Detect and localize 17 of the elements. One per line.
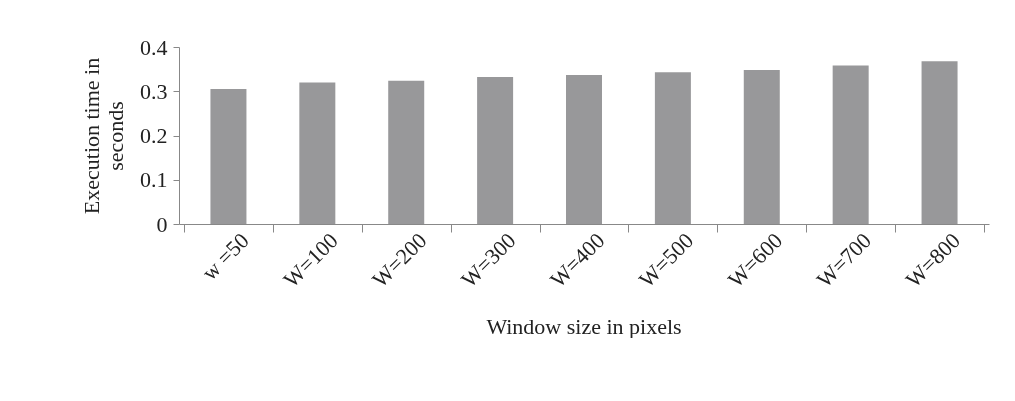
y-axis-title: Execution time in seconds <box>79 57 128 215</box>
bar <box>566 74 602 224</box>
x-axis-title: Window size in pixels <box>486 314 682 339</box>
y-tick-label: 0.4 <box>140 34 168 60</box>
bar <box>388 80 425 224</box>
y-tick-label: 0.1 <box>140 167 168 193</box>
bar <box>299 82 336 224</box>
bar <box>654 72 691 224</box>
bar <box>210 89 247 224</box>
bar <box>832 65 869 224</box>
bar <box>921 61 958 224</box>
bar <box>743 70 780 224</box>
y-tick-label: 0.3 <box>140 78 168 104</box>
x-tick-label: w =50 <box>196 227 254 285</box>
y-tick-label: 0.2 <box>140 123 168 148</box>
bar <box>477 77 514 224</box>
y-tick-label: 0 <box>156 211 168 237</box>
